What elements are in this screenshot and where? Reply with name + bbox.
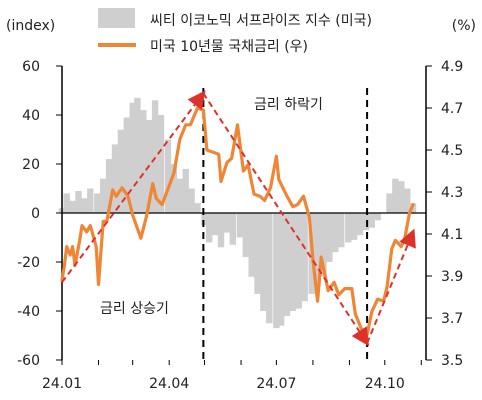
index-bar (386, 193, 393, 213)
left-axis-tick-label: -20 (17, 255, 40, 271)
index-bar (94, 193, 101, 213)
index-bar (362, 213, 370, 231)
index-bar (283, 213, 291, 316)
index-bar (75, 191, 82, 213)
index-bar (277, 213, 285, 326)
index-bar (229, 213, 236, 245)
right-axis-tick-label: 3.5 (441, 353, 463, 369)
trend-arrow (366, 228, 416, 344)
index-bar (254, 213, 261, 294)
x-axis-tick-label: 24.07 (256, 376, 296, 392)
index-bar (164, 139, 172, 213)
left-axis-tick-label: 40 (22, 108, 40, 124)
index-bar (350, 213, 358, 240)
index-bar (242, 213, 249, 258)
index-bar (260, 213, 267, 311)
right-axis-tick-label: 4.3 (441, 185, 463, 201)
index-bar (320, 213, 327, 277)
left-axis-tick-label: 20 (22, 157, 40, 173)
index-bar (273, 213, 280, 329)
index-bar (129, 102, 136, 214)
index-bar (338, 213, 345, 248)
index-bar (170, 164, 178, 213)
index-bar (345, 213, 352, 243)
left-axis-tick-label: 60 (22, 59, 40, 75)
index-bar (295, 213, 302, 309)
left-axis-tick-label: 0 (31, 206, 40, 222)
index-bar (100, 178, 107, 213)
index-bar (404, 188, 411, 213)
index-bar (248, 213, 255, 277)
index-bar (314, 213, 321, 287)
index-bar (134, 97, 141, 213)
yield-line (60, 106, 415, 337)
index-bar (368, 213, 375, 228)
index-bar (326, 213, 333, 262)
index-bar (111, 144, 119, 213)
index-bar (356, 213, 364, 236)
index-bar (266, 213, 273, 324)
annotation-rising-period: 금리 상승기 (100, 301, 169, 317)
index-bar (392, 178, 399, 213)
index-bar (182, 168, 189, 213)
right-axis-tick-label: 3.9 (441, 269, 463, 285)
legend-label-bar: 씨티 이코노믹 서프라이즈 지수 (미국) (150, 13, 372, 29)
index-bar (289, 213, 297, 311)
legend-swatch-bar (98, 8, 135, 28)
index-bar (194, 203, 201, 213)
x-axis-tick-label: 24.10 (365, 376, 405, 392)
index-bar (301, 213, 308, 302)
index-bar (69, 200, 76, 214)
right-axis-unit: (%) (452, 18, 476, 34)
x-axis-tick-label: 24.04 (149, 376, 189, 392)
right-axis-tick-label: 4.1 (441, 227, 463, 243)
index-bar (105, 159, 113, 213)
index-bar (87, 188, 94, 213)
index-bar (176, 178, 183, 213)
index-bar (81, 198, 88, 213)
index-bar (211, 213, 219, 236)
left-axis-tick-label: -60 (17, 353, 40, 369)
legend-label-line: 미국 10년물 국채금리 (우) (150, 39, 308, 55)
left-axis-unit: (index) (6, 18, 55, 34)
index-bar (374, 213, 381, 221)
index-bar (123, 117, 130, 213)
index-bar (217, 213, 225, 248)
right-axis-tick-label: 4.5 (441, 143, 463, 159)
index-bar (223, 213, 231, 233)
annotation-falling-period: 금리 하락기 (254, 97, 323, 113)
index-bar (201, 213, 208, 226)
index-bar (63, 193, 70, 213)
x-axis-tick-label: 24.01 (42, 376, 82, 392)
index-bar (188, 188, 195, 213)
index-bar (157, 115, 165, 213)
left-axis-tick-label: -40 (17, 304, 40, 320)
index-bar (206, 213, 213, 243)
right-axis-tick-label: 4.7 (441, 101, 463, 117)
index-bar (151, 100, 159, 213)
plot-area: -60 -40 -20 0 20 40 60 3.5 3.7 3.9 4.1 4.3 4.5 4.7 4.9… (17, 59, 463, 392)
index-bar (398, 181, 405, 213)
legend: 씨티 이코노믹 서프라이즈 지수 (미국) 미국 10년물 국채금리 (우) (98, 8, 372, 55)
index-bar (332, 213, 339, 253)
right-axis-tick-label: 3.7 (441, 311, 463, 327)
index-bar (117, 129, 125, 213)
index-bar (140, 110, 147, 213)
right-axis-tick-label: 4.9 (441, 59, 463, 75)
index-bar (236, 213, 244, 238)
